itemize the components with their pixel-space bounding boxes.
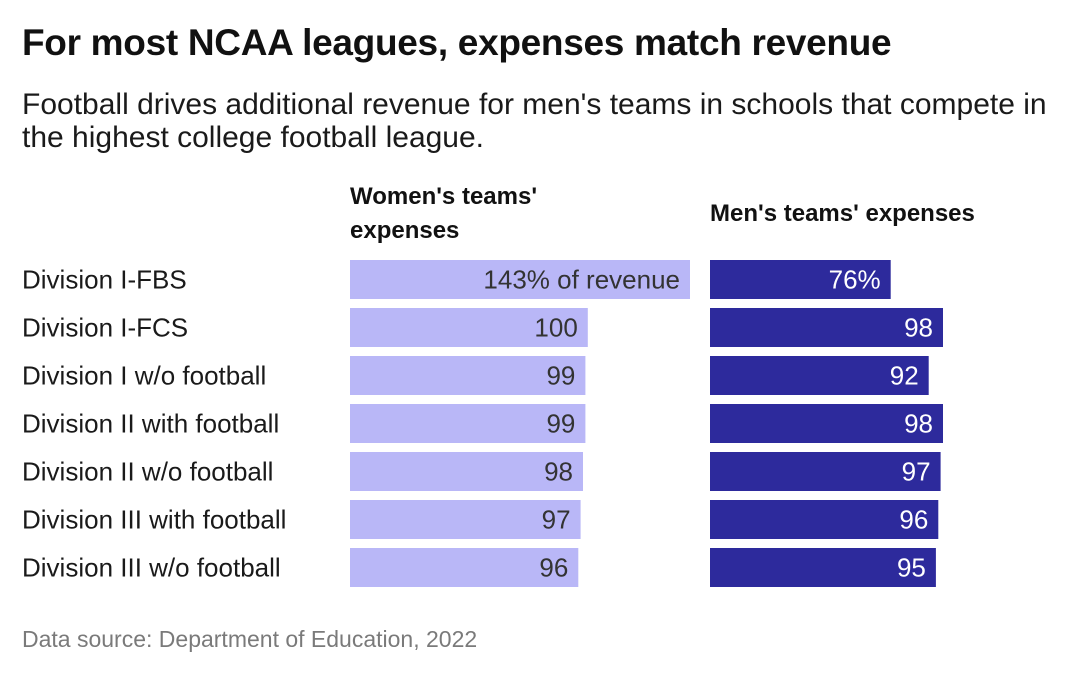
men-bar-division-ii-with-football <box>710 404 943 443</box>
chart-subtitle: Football drives additional revenue for m… <box>22 88 1047 154</box>
men-value-label-division-i-fbs: 76% <box>829 265 881 295</box>
category-label-division-iii-with-football: Division III with football <box>22 505 286 535</box>
women-value-label-division-ii-w-o-football: 98 <box>544 457 573 487</box>
men-bar-division-ii-w-o-football <box>710 452 941 491</box>
men-bar-division-iii-w-o-football <box>710 548 936 587</box>
women-value-label-division-i-fbs: 143% of revenue <box>483 265 680 295</box>
women-expenses-header: Women's teams' expenses <box>350 183 538 244</box>
men-bar-division-iii-with-football <box>710 500 939 539</box>
chart-title: For most NCAA leagues, expenses match re… <box>22 22 892 63</box>
women-bar-division-i-fcs <box>350 308 588 347</box>
women-bar-division-iii-w-o-football <box>350 548 579 587</box>
category-label-division-ii-with-football: Division II with football <box>22 409 279 439</box>
women-value-label-division-i-w-o-football: 99 <box>546 361 575 391</box>
women-value-label-division-ii-with-football: 99 <box>546 409 575 439</box>
men-bar-division-i-w-o-football <box>710 356 929 395</box>
men-expenses-header: Men's teams' expenses <box>710 200 975 227</box>
women-bar-division-i-w-o-football <box>350 356 586 395</box>
men-value-label-division-i-w-o-football: 92 <box>890 361 919 391</box>
women-bar-division-iii-with-football <box>350 500 581 539</box>
category-label-division-ii-w-o-football: Division II w/o football <box>22 457 273 487</box>
category-label-division-i-w-o-football: Division I w/o football <box>22 361 266 391</box>
men-value-label-division-ii-w-o-football: 97 <box>902 457 931 487</box>
men-value-label-division-i-fcs: 98 <box>904 313 933 343</box>
men-value-label-division-iii-with-football: 96 <box>899 505 928 535</box>
women-value-label-division-iii-w-o-football: 96 <box>539 553 568 583</box>
men-value-label-division-ii-with-football: 98 <box>904 409 933 439</box>
men-bar-division-i-fcs <box>710 308 943 347</box>
category-label-division-iii-w-o-football: Division III w/o football <box>22 553 281 583</box>
category-label-division-i-fbs: Division I-FBS <box>22 265 187 295</box>
women-bar-division-ii-w-o-football <box>350 452 583 491</box>
data-source-note: Data source: Department of Education, 20… <box>22 626 478 652</box>
men-value-label-division-iii-w-o-football: 95 <box>897 553 926 583</box>
women-value-label-division-i-fcs: 100 <box>534 313 577 343</box>
category-label-division-i-fcs: Division I-FCS <box>22 313 188 343</box>
women-bar-division-ii-with-football <box>350 404 586 443</box>
women-bar-division-i-fbs <box>350 260 690 299</box>
women-value-label-division-iii-with-football: 97 <box>542 505 571 535</box>
men-bar-division-i-fbs <box>710 260 891 299</box>
